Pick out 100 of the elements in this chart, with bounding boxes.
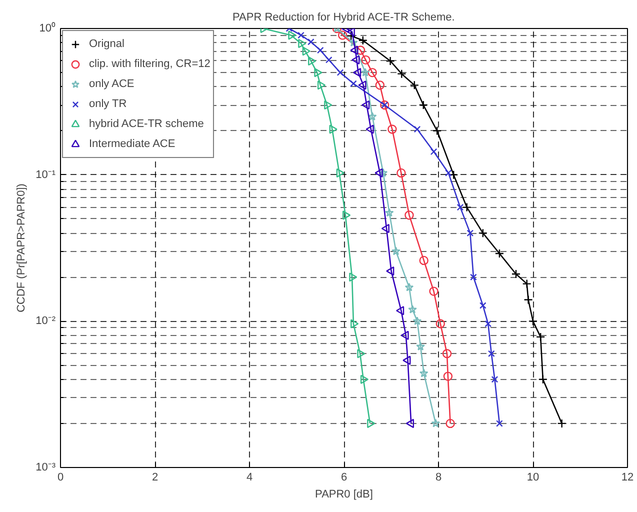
point: [397, 69, 406, 78]
point: [524, 295, 533, 304]
point: [307, 38, 314, 46]
x-tick-label: 4: [246, 472, 253, 484]
point: [352, 55, 360, 65]
point: [374, 168, 383, 178]
point: [302, 46, 310, 56]
point: [400, 330, 409, 340]
point: [511, 269, 521, 279]
point: [429, 286, 438, 296]
legend-label: only TR: [89, 98, 127, 110]
point: [366, 124, 374, 134]
point: [350, 46, 358, 55]
point: [443, 372, 453, 381]
point: [349, 38, 358, 47]
point: [462, 202, 472, 212]
point: [396, 306, 404, 316]
point: [314, 68, 322, 78]
point: [430, 148, 438, 156]
point: [412, 316, 422, 326]
point: [436, 319, 445, 328]
point: [346, 31, 356, 41]
point: [432, 126, 442, 136]
point: [494, 248, 504, 258]
point: [342, 210, 351, 220]
y-tick-label: 10⁻³: [36, 462, 56, 474]
point: [324, 100, 332, 110]
point: [378, 168, 388, 177]
point: [336, 168, 344, 178]
point: [419, 368, 428, 378]
point: [350, 80, 357, 88]
point: [350, 319, 359, 328]
legend-label: Orignal: [89, 38, 124, 50]
point: [491, 376, 498, 383]
point: [488, 350, 495, 358]
point: [357, 349, 366, 358]
point: [288, 30, 296, 40]
legend-label: clip. with filtering, CR=12: [89, 58, 210, 70]
legend-label: hybrid ACE-TR scheme: [89, 118, 204, 130]
point: [410, 80, 419, 90]
point: [356, 46, 366, 55]
legend-label: only ACE: [89, 78, 134, 90]
point: [358, 80, 366, 90]
x-tick-label: 0: [57, 472, 64, 484]
point: [557, 418, 566, 428]
point: [418, 100, 428, 110]
point: [444, 170, 452, 176]
y-tick-label: 10⁻¹: [36, 168, 56, 181]
point: [298, 32, 304, 39]
point: [404, 282, 414, 292]
point: [358, 36, 368, 45]
point: [406, 418, 414, 428]
point: [384, 208, 394, 217]
x-tick-label: 2: [152, 472, 158, 484]
point: [317, 80, 326, 90]
point: [375, 80, 385, 90]
point: [349, 272, 358, 282]
point: [298, 38, 306, 48]
point: [386, 266, 394, 276]
x-axis-title: PAPR0 [dB]: [315, 488, 373, 500]
x-tick-label: 12: [621, 472, 634, 484]
point: [361, 55, 370, 65]
point: [431, 418, 440, 428]
legend-label: Intermediate ACE: [89, 138, 176, 150]
point: [478, 228, 488, 238]
point: [360, 68, 370, 76]
point: [386, 56, 395, 66]
point: [396, 168, 406, 178]
point: [442, 349, 452, 358]
point: [388, 124, 397, 134]
point: [404, 210, 414, 220]
point: [408, 304, 417, 314]
y-axis-title: CCDF (Pr[PAPR>PAPR0]): [16, 184, 28, 312]
point: [329, 124, 338, 134]
point: [325, 56, 332, 64]
point: [367, 418, 376, 428]
point: [360, 374, 369, 384]
point: [446, 418, 455, 428]
point: [308, 56, 316, 66]
point: [368, 68, 377, 78]
point: [414, 126, 421, 133]
point: [316, 46, 324, 54]
point: [392, 246, 400, 256]
y-tick-label: 10⁻²: [36, 315, 56, 328]
point: [536, 332, 546, 342]
point: [484, 320, 492, 328]
point: [466, 230, 474, 236]
x-tick-label: 8: [435, 472, 442, 484]
point: [416, 342, 425, 350]
x-tick-label: 6: [340, 472, 348, 484]
point: [528, 316, 538, 326]
point: [496, 420, 503, 427]
point: [456, 204, 464, 211]
point: [479, 302, 486, 309]
point: [336, 69, 344, 76]
chart-title: PAPR Reduction for Hybrid ACE-TR Scheme.: [232, 12, 455, 24]
point: [419, 256, 428, 266]
point: [361, 100, 370, 110]
point: [402, 356, 411, 365]
point: [381, 224, 390, 234]
